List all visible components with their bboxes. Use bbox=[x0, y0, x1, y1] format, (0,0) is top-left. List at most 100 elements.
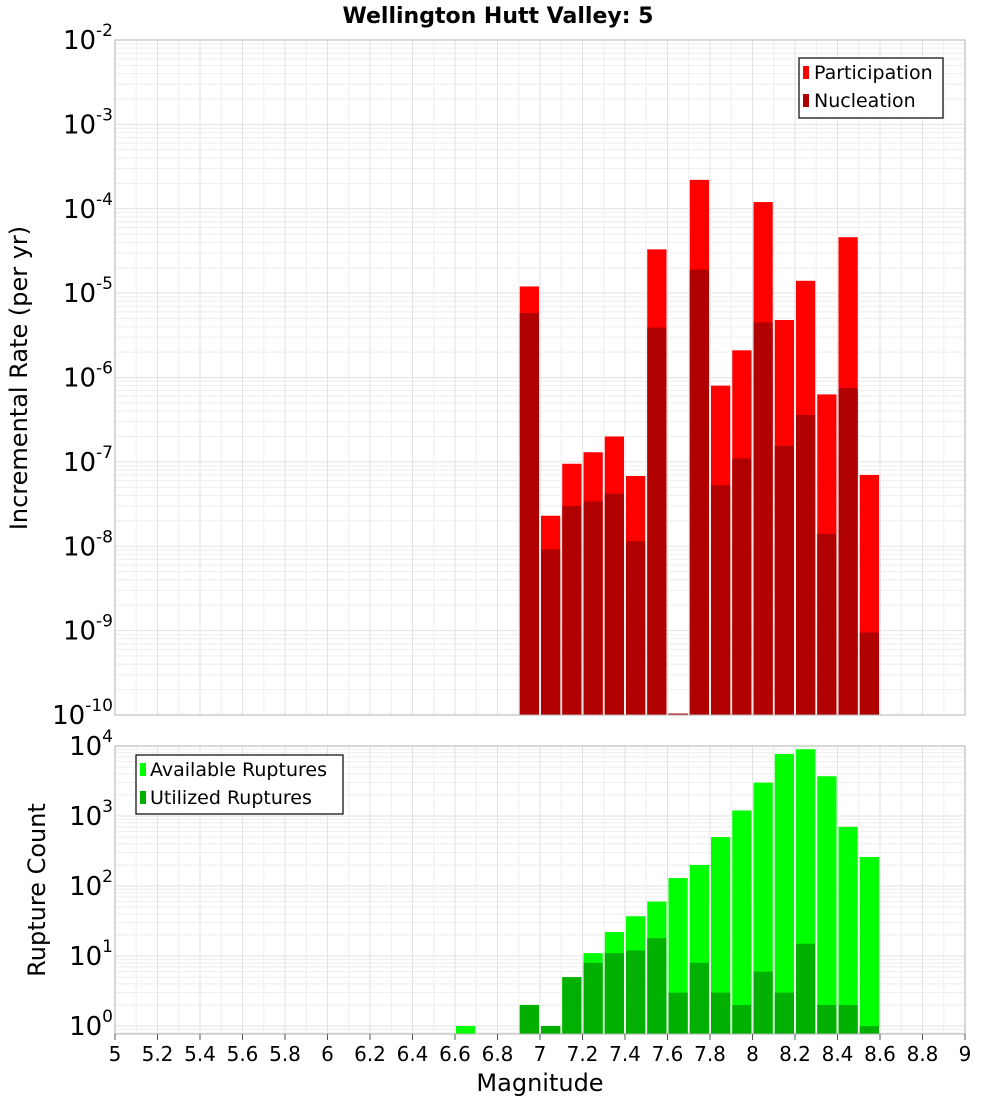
top-legend: Participation Nucleation bbox=[798, 57, 944, 119]
nucleation-legend-swatch bbox=[803, 94, 809, 107]
x-tick-label: 5.8 bbox=[269, 1042, 301, 1066]
y-tick-label: 103 bbox=[69, 797, 113, 832]
y-tick-label: 104 bbox=[69, 727, 113, 762]
x-tick-label: 7.6 bbox=[652, 1042, 684, 1066]
top-bar-nucleation bbox=[668, 713, 688, 715]
x-tick-label: 8.8 bbox=[907, 1042, 939, 1066]
top-bars bbox=[519, 179, 879, 716]
x-axis-label: Magnitude bbox=[476, 1069, 603, 1097]
bottom-bar-utilized-ruptures bbox=[859, 1026, 879, 1034]
x-tick-label: 5.6 bbox=[227, 1042, 259, 1066]
bottom-bar-utilized-ruptures bbox=[796, 943, 816, 1034]
bottom-bar-utilized-ruptures bbox=[541, 1026, 561, 1034]
top-bar-nucleation bbox=[732, 458, 752, 715]
available-legend-swatch bbox=[140, 763, 146, 776]
top-bar-nucleation bbox=[626, 541, 646, 715]
nucleation-legend-label: Nucleation bbox=[814, 90, 916, 112]
utilized-legend-label: Utilized Ruptures bbox=[150, 787, 312, 809]
chart-title: Wellington Hutt Valley: 5 bbox=[343, 4, 654, 29]
x-tick-label: 5.4 bbox=[184, 1042, 216, 1066]
top-y-axis-label: Incremental Rate (per yr) bbox=[5, 226, 33, 530]
bottom-bar-utilized-ruptures bbox=[774, 992, 794, 1034]
top-bar-nucleation bbox=[774, 445, 794, 715]
top-bar-nucleation bbox=[519, 313, 539, 715]
top-grid bbox=[114, 39, 966, 716]
bottom-bar-utilized-ruptures bbox=[817, 1004, 837, 1034]
top-y-ticks: 10-10 10-9 10-8 10-7 10-6 10-5 10-4 10-3 10-2 bbox=[52, 21, 113, 731]
y-tick-label: 10-2 bbox=[63, 21, 113, 56]
x-tick-label: 9 bbox=[959, 1042, 972, 1066]
top-legend-box bbox=[798, 57, 944, 119]
y-tick-label: 10-9 bbox=[63, 612, 113, 647]
bottom-bar-utilized-ruptures bbox=[647, 938, 667, 1034]
y-tick-label: 10-6 bbox=[63, 359, 113, 394]
bottom-bar-utilized-ruptures bbox=[753, 971, 773, 1034]
top-bar-nucleation bbox=[689, 269, 709, 715]
x-tick-label: 7 bbox=[534, 1042, 547, 1066]
x-tick-label: 8.2 bbox=[779, 1042, 811, 1066]
x-tick-label: 7.4 bbox=[609, 1042, 641, 1066]
top-panel: 10-10 10-9 10-8 10-7 10-6 10-5 10-4 10-3 10-2 In… bbox=[5, 21, 966, 731]
bottom-bar-utilized-ruptures bbox=[583, 962, 603, 1034]
available-legend-label: Available Ruptures bbox=[150, 759, 327, 781]
bottom-bar-utilized-ruptures bbox=[604, 953, 624, 1034]
bottom-bar-available-ruptures bbox=[456, 1026, 476, 1034]
top-bar-nucleation bbox=[838, 388, 858, 715]
x-tick-label: 5 bbox=[109, 1042, 122, 1066]
bottom-bar-utilized-ruptures bbox=[732, 1004, 752, 1034]
x-tick-label: 6.6 bbox=[439, 1042, 471, 1066]
x-tick-label: 6.2 bbox=[354, 1042, 386, 1066]
utilized-legend-swatch bbox=[140, 791, 146, 804]
y-tick-label: 10-4 bbox=[63, 190, 113, 225]
y-tick-label: 100 bbox=[69, 1007, 113, 1042]
x-ticks: 5 5.2 5.4 5.6 5.8 6 6.2 6.4 6.6 6.8 7 7.2 7.4 7.6 7.8 8… bbox=[109, 1034, 972, 1066]
y-tick-label: 10-5 bbox=[63, 274, 113, 309]
y-tick-label: 10-10 bbox=[52, 696, 113, 731]
top-bar-nucleation bbox=[859, 632, 879, 715]
bottom-bar-available-ruptures bbox=[774, 753, 794, 1034]
top-bar-nucleation bbox=[583, 501, 603, 715]
bottom-y-ticks: 100 101 102 103 104 bbox=[69, 727, 113, 1042]
x-tick-label: 8 bbox=[746, 1042, 759, 1066]
top-bar-nucleation bbox=[753, 322, 773, 715]
bottom-bar-available-ruptures bbox=[711, 837, 731, 1034]
bottom-bar-utilized-ruptures bbox=[626, 950, 646, 1034]
bottom-bar-available-ruptures bbox=[817, 776, 837, 1034]
bottom-bar-available-ruptures bbox=[753, 782, 773, 1034]
y-tick-label: 102 bbox=[69, 867, 113, 902]
x-tick-label: 8.4 bbox=[822, 1042, 854, 1066]
y-tick-label: 10-7 bbox=[63, 443, 113, 478]
bottom-y-axis-label: Rupture Count bbox=[23, 803, 51, 977]
bottom-bar-utilized-ruptures bbox=[562, 977, 582, 1034]
bottom-bar-utilized-ruptures bbox=[689, 962, 709, 1034]
bottom-bar-utilized-ruptures bbox=[519, 1004, 539, 1034]
participation-legend-swatch bbox=[803, 66, 809, 79]
top-bar-nucleation bbox=[604, 493, 624, 715]
bottom-bar-available-ruptures bbox=[838, 826, 858, 1034]
x-tick-label: 6.8 bbox=[482, 1042, 514, 1066]
top-plot-frame bbox=[114, 39, 966, 716]
bottom-bar-available-ruptures bbox=[859, 856, 879, 1034]
top-bar-nucleation bbox=[817, 533, 837, 715]
top-bar-nucleation bbox=[541, 549, 561, 715]
bottom-legend-box bbox=[135, 754, 344, 815]
y-tick-label: 101 bbox=[69, 937, 113, 972]
top-bar-nucleation bbox=[647, 327, 667, 715]
bottom-bar-utilized-ruptures bbox=[668, 992, 688, 1034]
x-tick-label: 8.6 bbox=[864, 1042, 896, 1066]
bottom-legend: Available Ruptures Utilized Ruptures bbox=[135, 754, 344, 815]
y-tick-label: 10-8 bbox=[63, 527, 113, 562]
y-tick-label: 10-3 bbox=[63, 105, 113, 140]
bottom-bars bbox=[456, 749, 879, 1034]
x-tick-label: 5.2 bbox=[142, 1042, 174, 1066]
x-tick-label: 6.4 bbox=[397, 1042, 429, 1066]
x-tick-label: 7.8 bbox=[694, 1042, 726, 1066]
bottom-panel: 100 101 102 103 104 5 5.2 5.4 5.6 5.8 6 6.2 6.4 6.6 6… bbox=[23, 727, 971, 1097]
top-bar-nucleation bbox=[796, 414, 816, 715]
participation-legend-label: Participation bbox=[814, 62, 933, 84]
bottom-bar-available-ruptures bbox=[732, 810, 752, 1034]
bottom-bar-utilized-ruptures bbox=[711, 992, 731, 1034]
bottom-bar-utilized-ruptures bbox=[838, 1004, 858, 1034]
